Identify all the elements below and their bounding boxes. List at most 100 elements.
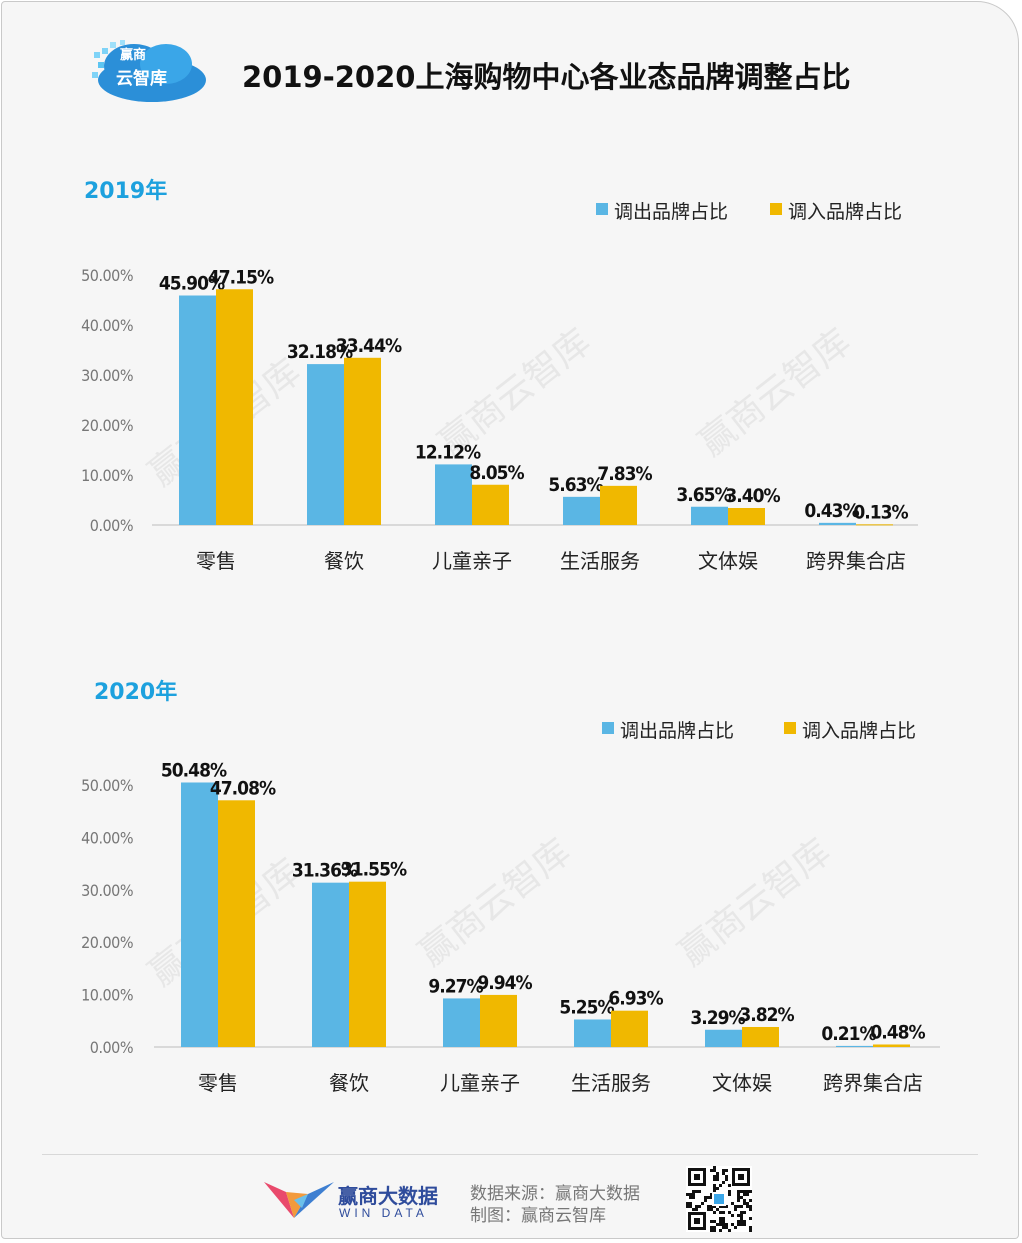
qr-module xyxy=(734,1226,737,1229)
qr-module xyxy=(694,1218,700,1224)
qr-module xyxy=(749,1226,752,1229)
qr-module xyxy=(722,1181,725,1184)
qr-module xyxy=(722,1223,725,1226)
qr-module xyxy=(716,1223,719,1226)
qr-module xyxy=(719,1220,722,1223)
bar-调出品牌占比-生活服务 xyxy=(563,496,600,525)
data-label: 5.63% xyxy=(548,474,603,496)
y-tick-label: 20.00% xyxy=(81,933,133,952)
data-label: 0.43% xyxy=(804,500,859,522)
x-category-label: 零售 xyxy=(196,549,236,573)
qr-module xyxy=(710,1196,713,1199)
data-label: 3.65% xyxy=(676,484,731,506)
data-label: 33.44% xyxy=(336,335,402,357)
data-label: 50.48% xyxy=(161,759,227,781)
qr-module xyxy=(746,1193,749,1196)
qr-module xyxy=(749,1208,752,1211)
bar-调入品牌占比-跨界集合店 xyxy=(856,524,893,526)
qr-module xyxy=(710,1226,713,1229)
y-tick-label: 10.00% xyxy=(81,466,133,485)
qr-module xyxy=(722,1220,725,1223)
qr-module xyxy=(710,1208,713,1211)
legend-swatch xyxy=(596,203,608,215)
watermark-text: 赢商云智库 xyxy=(691,321,858,464)
qr-module xyxy=(740,1220,743,1223)
x-category-label: 文体娱 xyxy=(712,1071,772,1095)
qr-module xyxy=(719,1223,722,1226)
y-tick-label: 50.00% xyxy=(81,776,133,795)
qr-module xyxy=(749,1199,752,1202)
data-label: 31.36% xyxy=(292,860,358,882)
bar-调出品牌占比-餐饮 xyxy=(312,882,349,1047)
qr-module xyxy=(725,1205,728,1208)
data-label: 0.13% xyxy=(853,501,908,523)
qr-module xyxy=(713,1226,716,1229)
qr-module xyxy=(722,1211,725,1214)
qr-module xyxy=(740,1217,743,1220)
windata-logo xyxy=(264,1178,334,1222)
qr-module xyxy=(698,1190,701,1193)
x-category-label: 餐饮 xyxy=(329,1071,369,1095)
qr-module xyxy=(689,1196,692,1199)
qr-module xyxy=(713,1166,716,1169)
qr-module xyxy=(725,1175,728,1178)
windata-wing-icon xyxy=(264,1182,334,1218)
x-category-label: 儿童亲子 xyxy=(432,549,512,573)
qr-module xyxy=(728,1211,731,1214)
qr-module xyxy=(689,1193,692,1196)
qr-module xyxy=(695,1190,698,1193)
bar-调入品牌占比-零售 xyxy=(218,800,255,1047)
qr-module xyxy=(694,1174,700,1180)
qr-code xyxy=(686,1166,752,1232)
qr-code-icon xyxy=(686,1166,752,1232)
qr-module xyxy=(710,1169,713,1172)
bar-调出品牌占比-跨界集合店 xyxy=(819,522,856,525)
qr-module xyxy=(746,1205,749,1208)
qr-module xyxy=(716,1178,719,1181)
qr-module xyxy=(710,1205,713,1208)
qr-module xyxy=(719,1205,722,1208)
bar-调出品牌占比-跨界集合店 xyxy=(836,1045,873,1047)
y-tick-label: 30.00% xyxy=(81,881,133,900)
qr-module xyxy=(740,1211,743,1214)
qr-module xyxy=(692,1208,695,1211)
data-label: 3.40% xyxy=(725,485,780,507)
qr-module xyxy=(713,1190,716,1193)
qr-module xyxy=(731,1214,734,1217)
qr-module xyxy=(713,1178,716,1181)
legend-swatch xyxy=(784,722,796,734)
bar-调出品牌占比-儿童亲子 xyxy=(435,464,472,525)
qr-module xyxy=(743,1190,746,1193)
bar-调入品牌占比-餐饮 xyxy=(349,881,386,1047)
qr-module xyxy=(743,1202,746,1205)
y-tick-label: 40.00% xyxy=(81,316,133,335)
data-label: 31.55% xyxy=(341,859,407,881)
bar-调出品牌占比-零售 xyxy=(181,782,218,1047)
x-category-label: 零售 xyxy=(198,1071,238,1095)
legend-swatch xyxy=(602,722,614,734)
qr-module xyxy=(714,1194,724,1204)
data-label: 7.83% xyxy=(597,463,652,485)
data-label: 32.18% xyxy=(287,341,353,363)
x-category-label: 生活服务 xyxy=(571,1071,651,1095)
qr-module xyxy=(725,1178,728,1181)
qr-module xyxy=(740,1205,743,1208)
bar-调出品牌占比-文体娱 xyxy=(705,1029,742,1047)
bar-调出品牌占比-儿童亲子 xyxy=(443,998,480,1047)
qr-module xyxy=(707,1205,710,1208)
qr-module xyxy=(740,1214,743,1217)
qr-module xyxy=(692,1196,695,1199)
qr-module xyxy=(737,1199,740,1202)
bar-调入品牌占比-零售 xyxy=(216,289,253,525)
bar-调入品牌占比-文体娱 xyxy=(742,1026,779,1047)
qr-module xyxy=(728,1229,731,1232)
charts-canvas: 赢商云智库赢商云智库赢商云智库赢商云智库赢商云智库赢商云智库2019年调出品牌占… xyxy=(81,178,940,1095)
data-label: 5.25% xyxy=(559,996,614,1018)
bar-调出品牌占比-餐饮 xyxy=(307,364,344,525)
chart-title: 2019年 xyxy=(84,178,167,204)
qr-module xyxy=(713,1187,716,1190)
qr-module xyxy=(692,1190,695,1193)
